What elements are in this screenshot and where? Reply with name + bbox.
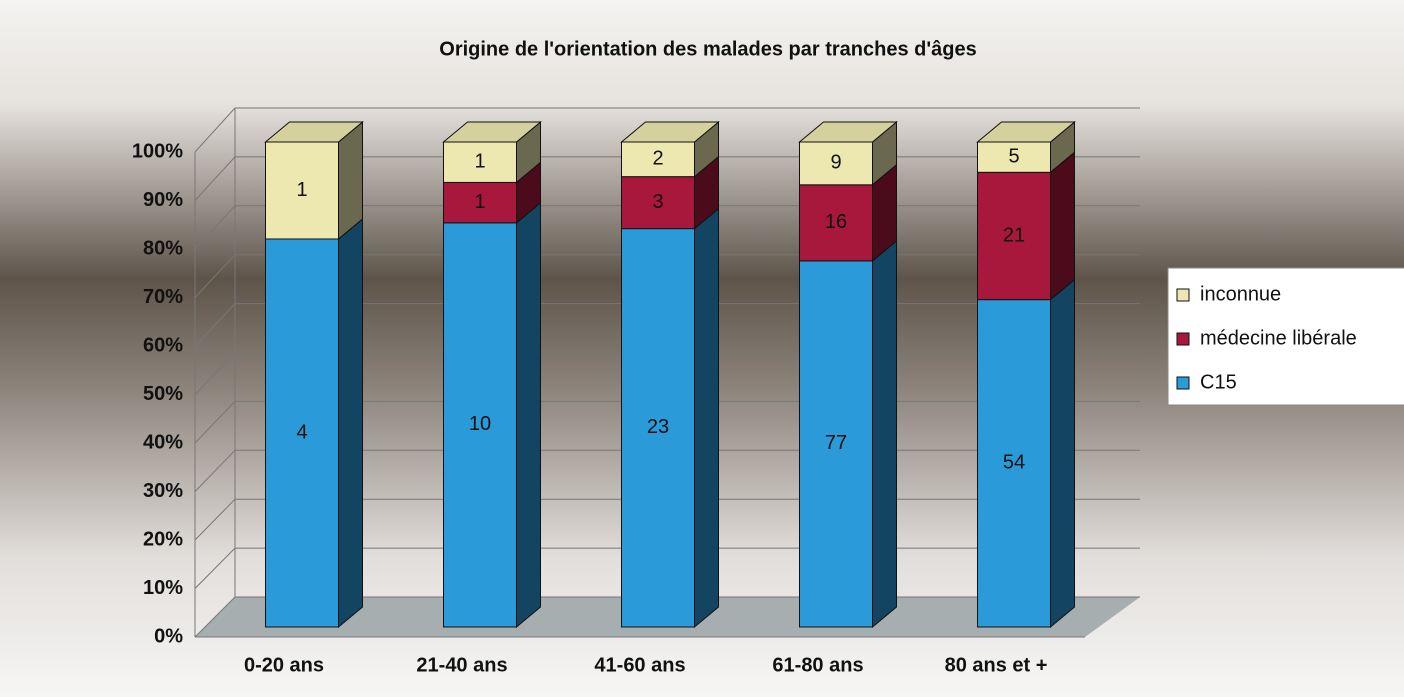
data-label: 54 <box>1003 452 1025 474</box>
data-label: 10 <box>469 413 491 435</box>
bar <box>265 238 339 628</box>
data-label: 1 <box>474 150 485 172</box>
bar <box>443 181 517 224</box>
grid-line-side <box>194 205 236 250</box>
bar <box>265 141 339 240</box>
data-label: 23 <box>647 416 669 438</box>
y-tick-label: 10% <box>143 577 183 599</box>
legend-label: inconnue <box>1200 283 1281 305</box>
grid-line-side <box>194 303 236 347</box>
x-tick-label: 80 ans et + <box>945 654 1048 676</box>
grid-line-side <box>194 449 236 492</box>
data-label: 5 <box>1008 145 1019 167</box>
grid-line-side <box>194 498 236 541</box>
x-tick-label: 21-40 ans <box>416 654 507 676</box>
bar-top <box>620 121 720 143</box>
y-tick-label: 40% <box>143 431 183 453</box>
data-label: 9 <box>830 152 841 174</box>
data-label: 16 <box>825 211 847 233</box>
bar-side <box>516 201 541 629</box>
y-tick-label: 80% <box>143 237 183 259</box>
data-label: 3 <box>652 191 663 213</box>
x-tick-label: 0-20 ans <box>244 654 324 676</box>
bar <box>799 184 873 262</box>
bar <box>621 176 695 230</box>
grid-line-side <box>194 352 236 395</box>
y-tick-label: 30% <box>143 480 183 502</box>
y-tick-label: 70% <box>143 286 183 308</box>
y-tick-label: 100% <box>132 140 183 162</box>
y-tick-label: 50% <box>143 383 183 405</box>
data-label: 2 <box>652 148 663 170</box>
legend-swatch <box>1176 376 1190 390</box>
bar <box>799 260 873 628</box>
data-label: 4 <box>296 421 307 443</box>
legend-label: médecine libérale <box>1200 327 1357 349</box>
bar <box>977 299 1051 628</box>
x-tick-label: 41-60 ans <box>594 654 685 676</box>
bar-top <box>976 121 1076 143</box>
bar <box>621 228 695 628</box>
legend <box>1167 267 1404 406</box>
bar-top <box>442 121 542 143</box>
bar <box>443 141 517 183</box>
grid-line-side <box>194 254 236 298</box>
data-label: 21 <box>1003 224 1025 246</box>
legend-label: C15 <box>1200 371 1237 393</box>
grid-line-side <box>194 156 236 201</box>
data-label: 77 <box>825 432 847 454</box>
data-label: 1 <box>474 191 485 213</box>
chart-title: Origine de l'orientation des malades par… <box>439 38 976 60</box>
bar-side <box>1050 151 1075 301</box>
y-tick-label: 90% <box>143 189 183 211</box>
bar <box>621 141 695 178</box>
legend-swatch <box>1176 288 1190 302</box>
grid-line-side <box>194 107 236 153</box>
grid-line-side <box>194 401 236 444</box>
y-tick-label: 20% <box>143 528 183 550</box>
data-label: 1 <box>296 179 307 201</box>
bar-top <box>798 121 898 143</box>
bar <box>443 222 517 628</box>
y-tick-label: 0% <box>154 625 183 647</box>
x-tick-label: 61-80 ans <box>772 654 863 676</box>
bar <box>977 141 1051 173</box>
bar <box>799 141 873 186</box>
bar-side <box>338 217 363 629</box>
bar-side <box>872 239 897 629</box>
legend-swatch <box>1176 332 1190 346</box>
y-tick-label: 60% <box>143 334 183 356</box>
bar-side <box>1050 278 1075 629</box>
grid-line-side <box>194 547 236 589</box>
bar-top <box>264 121 364 143</box>
grid-line-side <box>194 596 236 638</box>
bar-side <box>694 207 719 629</box>
